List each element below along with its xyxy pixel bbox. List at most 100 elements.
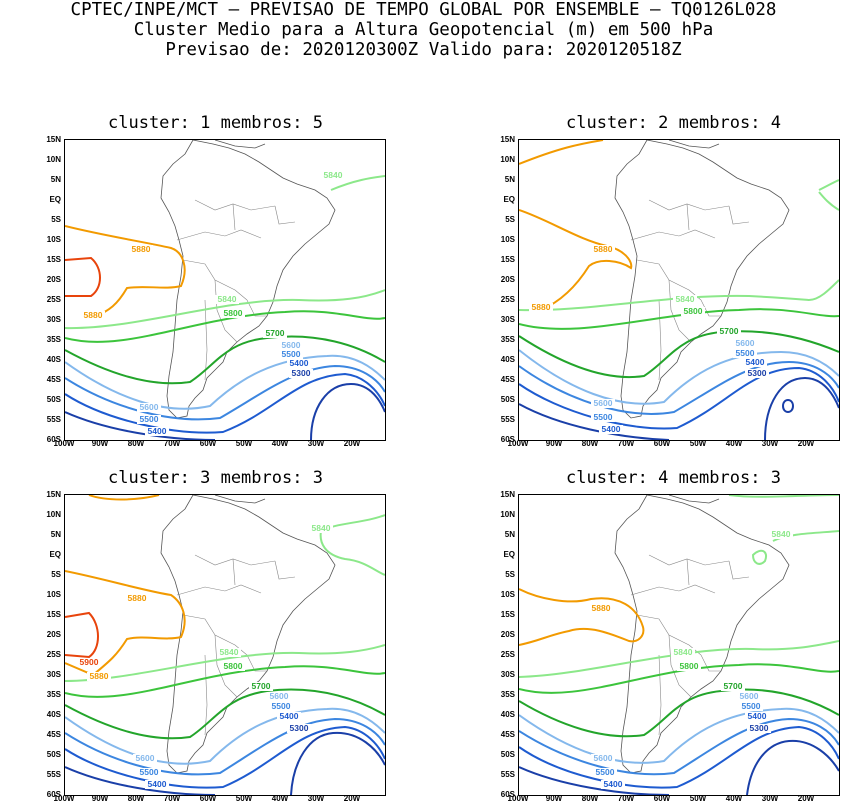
lat-tick-label: 25S	[500, 650, 515, 659]
contour-5400	[519, 725, 839, 789]
contour-5840	[728, 495, 839, 498]
country-border	[686, 203, 690, 231]
contour-label-5700: 5700	[266, 328, 285, 338]
lat-tick-label: 45S	[500, 730, 515, 739]
lat-tick-label: 55S	[500, 415, 515, 424]
map-svg: 5880588058405800570056005500540053005600…	[519, 140, 839, 440]
lat-tick-label: EQ	[49, 195, 61, 204]
contour-5300	[519, 739, 839, 795]
contour-label-5600: 5600	[594, 753, 613, 763]
header-line-1: CPTEC/INPE/MCT – PREVISAO DE TEMPO GLOBA…	[70, 0, 777, 20]
country-border	[194, 554, 276, 566]
contour-5500	[519, 360, 839, 415]
lat-tick-label: 55S	[500, 770, 515, 779]
contour-label-5500: 5500	[594, 412, 613, 422]
country-border	[232, 203, 236, 231]
contour-label-bg	[215, 295, 239, 304]
contour-5700	[519, 330, 839, 378]
lon-tick-label: 70W	[163, 794, 181, 803]
contour-label-5880: 5880	[128, 593, 147, 603]
lat-tick-label: 10N	[500, 510, 515, 519]
contour-5840	[751, 549, 767, 565]
lat-tick-label: 5S	[51, 215, 61, 224]
lat-tick-label: 20S	[46, 275, 61, 284]
contour-label-bg	[287, 359, 311, 368]
contour-label-5300: 5300	[292, 368, 311, 378]
contour-label-bg	[87, 672, 111, 681]
contour-label-bg	[745, 712, 769, 721]
contour-label-bg	[677, 662, 701, 671]
lat-tick-label: 40S	[46, 355, 61, 364]
header-line-2: Cluster Medio para a Altura Geopotencial…	[133, 20, 714, 40]
contour-label-5400: 5400	[748, 711, 767, 721]
lat-tick-label: 35S	[46, 335, 61, 344]
contour-label-5400: 5400	[148, 779, 167, 789]
contour-label-bg	[137, 415, 161, 424]
lat-tick-label: 10S	[500, 590, 515, 599]
contour-5800	[519, 663, 839, 694]
contour-label-5880: 5880	[132, 244, 151, 254]
lat-tick-label: 5N	[504, 530, 515, 539]
contour-label-5880: 5880	[594, 244, 613, 254]
contour-label-5500: 5500	[736, 348, 755, 358]
contour-label-5700: 5700	[252, 681, 271, 691]
contour-label-bg	[593, 768, 617, 777]
contour-label-bg	[681, 307, 705, 316]
lat-tick-label: 15N	[46, 490, 61, 499]
contour-label-5600: 5600	[140, 402, 159, 412]
lat-tick-label: 10S	[46, 590, 61, 599]
contour-5840	[519, 279, 839, 312]
lon-tick-label: 60W	[653, 794, 671, 803]
contour-5500	[65, 364, 385, 421]
contour-5400	[65, 725, 385, 789]
lat-tick-label: 15S	[46, 610, 61, 619]
contour-label-5880: 5880	[84, 310, 103, 320]
contour-label-5800: 5800	[684, 306, 703, 316]
lon-tick-label: 80W	[581, 794, 599, 803]
lat-tick-label: 45S	[500, 375, 515, 384]
contour-label-bg	[745, 369, 769, 378]
contour-label-5800: 5800	[224, 661, 243, 671]
contour-label-5880: 5880	[532, 302, 551, 312]
contour-5840	[772, 530, 839, 542]
lon-tick-label: 70W	[617, 794, 635, 803]
contour-label-5840: 5840	[218, 294, 237, 304]
contour-5800	[65, 310, 385, 343]
lon-tick-label: 30W	[307, 794, 325, 803]
country-border	[668, 634, 692, 698]
contour-label-5600: 5600	[136, 753, 155, 763]
country-border	[630, 229, 716, 241]
contour-label-5600: 5600	[270, 691, 289, 701]
country-border	[728, 205, 750, 225]
country-border	[274, 205, 296, 225]
map-panel-1: 5840 5880 5880 5840 5800 5700 5600 5500 5400 5300…	[64, 139, 386, 441]
contour-label-bg	[737, 692, 761, 701]
lat-tick-label: 45S	[46, 730, 61, 739]
lat-tick-label: 60S	[500, 435, 515, 444]
lon-tick-label: 30W	[761, 439, 779, 448]
country-border	[658, 654, 662, 736]
contour-5840	[65, 644, 385, 682]
contour-label-bg	[743, 358, 767, 367]
lat-tick-label: 50S	[46, 750, 61, 759]
lat-tick-label: 5N	[504, 175, 515, 184]
lat-tick-label: 20S	[500, 630, 515, 639]
lat-tick-label: 30S	[500, 315, 515, 324]
contour-label-5700: 5700	[724, 681, 743, 691]
lat-tick-label: 15N	[500, 490, 515, 499]
lat-tick-label: 5S	[51, 570, 61, 579]
contour-label-5400: 5400	[290, 358, 309, 368]
lat-tick-label: 15S	[46, 255, 61, 264]
lat-tick-label: 20S	[46, 630, 61, 639]
contour-5300	[781, 399, 795, 413]
lon-tick-label: 20W	[343, 439, 361, 448]
lon-tick-label: 40W	[271, 439, 289, 448]
contour-label-bg	[601, 780, 625, 789]
country-border	[274, 560, 296, 580]
panel-title: cluster: 3 membros: 3	[108, 468, 323, 488]
contour-label-bg	[137, 403, 161, 412]
lon-tick-label: 50W	[689, 439, 707, 448]
lon-tick-label: 50W	[689, 794, 707, 803]
contour-label-bg	[599, 425, 623, 434]
lat-tick-label: 50S	[500, 395, 515, 404]
